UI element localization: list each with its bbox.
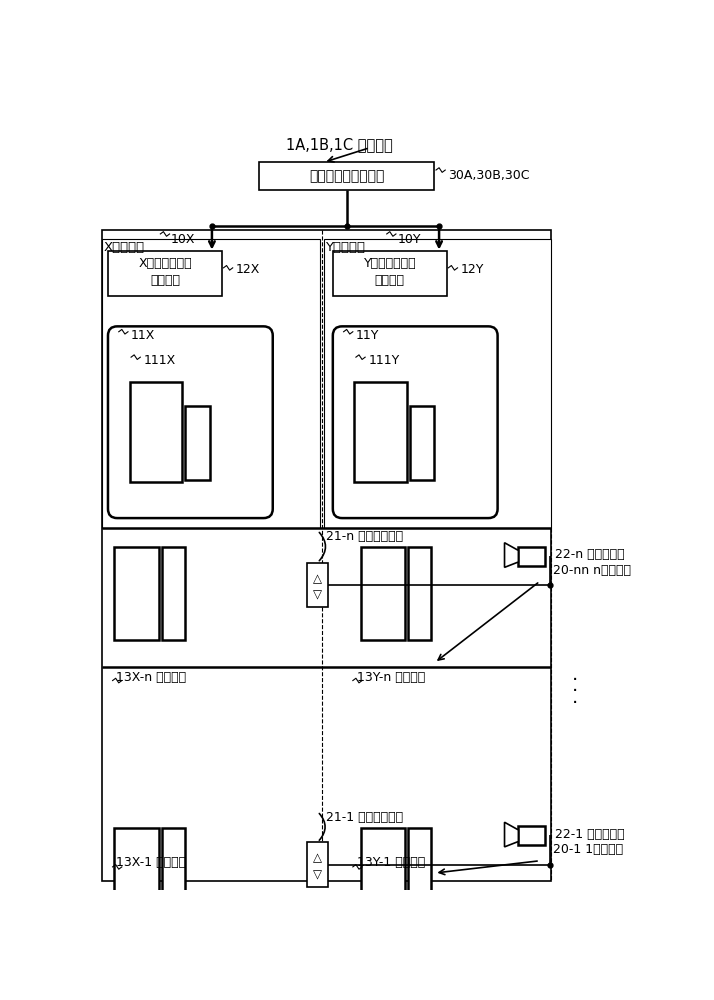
Text: 1A,1B,1C 电梯系统: 1A,1B,1C 电梯系统 — [286, 137, 393, 152]
Text: 11X: 11X — [131, 329, 156, 342]
Text: 控制装置: 控制装置 — [375, 274, 405, 287]
Text: 12Y: 12Y — [461, 263, 484, 276]
Bar — [108, 251, 222, 296]
Bar — [408, 547, 431, 640]
Bar — [408, 828, 431, 921]
Bar — [114, 547, 159, 640]
Text: 111X: 111X — [144, 354, 176, 367]
Text: 11Y: 11Y — [356, 329, 379, 342]
Text: Y号机电梯单体: Y号机电梯单体 — [363, 257, 416, 270]
Text: ▽: ▽ — [313, 589, 322, 602]
Bar — [361, 828, 406, 921]
Bar — [102, 230, 551, 881]
Text: 10Y: 10Y — [398, 233, 421, 246]
Text: 111Y: 111Y — [368, 354, 400, 367]
Bar — [410, 406, 434, 480]
Text: X号机电梯: X号机电梯 — [104, 241, 144, 254]
Bar — [333, 251, 447, 296]
Bar — [306, 563, 328, 607]
Text: 10X: 10X — [171, 233, 196, 246]
Text: 电梯群管理控制装置: 电梯群管理控制装置 — [309, 169, 384, 183]
Text: Y号机电梯: Y号机电梯 — [325, 241, 365, 254]
Text: 22-1 摄像头装置: 22-1 摄像头装置 — [555, 828, 625, 841]
Text: 13X-1 乘梯处门: 13X-1 乘梯处门 — [116, 856, 186, 869]
Text: △: △ — [313, 852, 322, 864]
Text: 20-1 1层乘梯处: 20-1 1层乘梯处 — [553, 843, 623, 856]
Bar — [354, 382, 407, 482]
Text: ·: · — [571, 694, 578, 713]
Bar — [323, 239, 551, 528]
FancyBboxPatch shape — [108, 326, 273, 518]
Text: X号机电梯单体: X号机电梯单体 — [138, 257, 192, 270]
Text: 30A,30B,30C: 30A,30B,30C — [448, 169, 530, 182]
Text: ▽: ▽ — [313, 868, 322, 881]
Bar — [306, 842, 328, 887]
Text: 22-n 摄像头装置: 22-n 摄像头装置 — [555, 548, 625, 561]
Bar — [102, 239, 321, 528]
Bar — [162, 828, 185, 921]
Bar — [518, 547, 545, 566]
Text: 13Y-n 乘梯处门: 13Y-n 乘梯处门 — [357, 671, 425, 684]
Bar — [185, 406, 210, 480]
Text: 控制装置: 控制装置 — [150, 274, 180, 287]
Text: ·: · — [571, 682, 578, 701]
Bar — [259, 162, 434, 190]
Text: 13X-n 乘梯处门: 13X-n 乘梯处门 — [116, 671, 186, 684]
Text: 21-1 乘梯处操作盘: 21-1 乘梯处操作盘 — [326, 811, 403, 824]
Bar — [518, 826, 545, 845]
Bar — [129, 382, 182, 482]
Bar — [361, 547, 406, 640]
Bar — [114, 828, 159, 921]
Polygon shape — [505, 822, 518, 847]
Text: 13Y-1 乘梯处门: 13Y-1 乘梯处门 — [357, 856, 425, 869]
Bar — [162, 547, 185, 640]
Text: △: △ — [313, 572, 322, 585]
FancyBboxPatch shape — [333, 326, 498, 518]
Text: ·: · — [571, 671, 578, 690]
Text: 20-nn n层乘梯处: 20-nn n层乘梯处 — [553, 564, 631, 577]
Polygon shape — [505, 543, 518, 567]
Text: 12X: 12X — [236, 263, 260, 276]
Text: 21-n 乘梯处操作盘: 21-n 乘梯处操作盘 — [326, 530, 403, 543]
